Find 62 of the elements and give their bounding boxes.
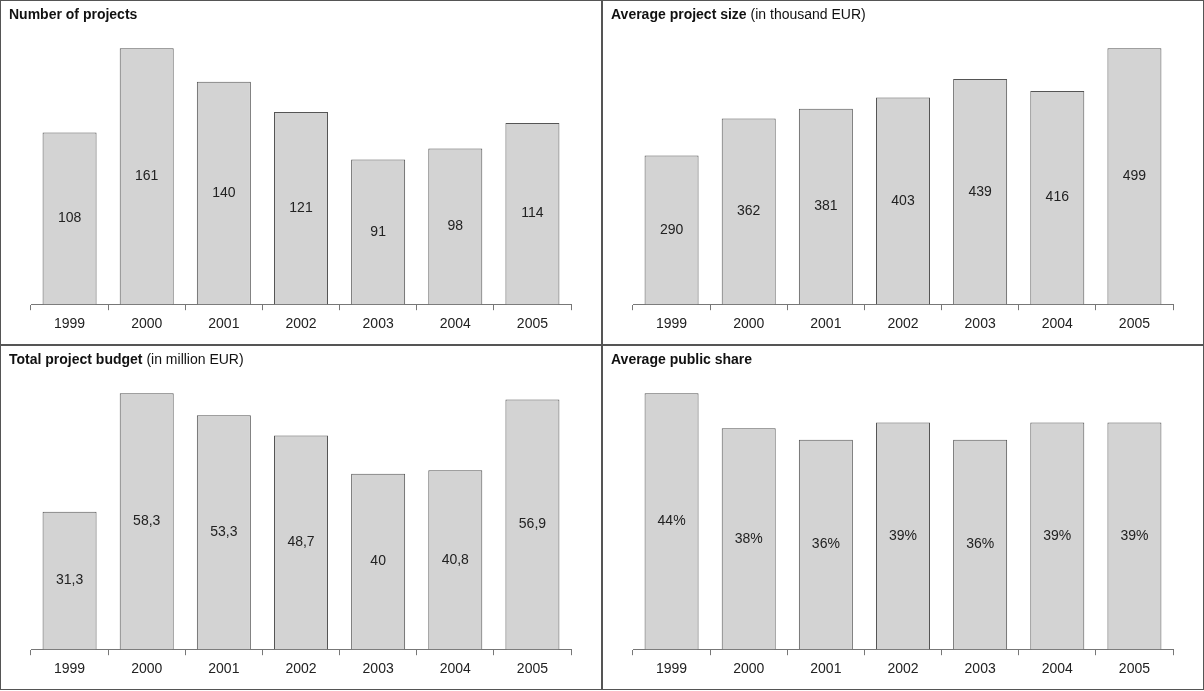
chart-title: Number of projects [9,6,138,22]
chart-title: Average project size [611,6,747,22]
x-tick-label: 2005 [1118,660,1151,677]
x-tick-label: 2004 [439,315,472,332]
x-tick-label: 2003 [964,315,996,332]
x-tick-label: 2001 [810,660,842,677]
x-tick-label: 1999 [655,315,688,332]
data-label: 39% [1043,526,1072,543]
x-tick-label: 2001 [810,315,842,332]
x-tick-label: 2003 [362,660,394,677]
x-tick-label: 2000 [131,660,163,677]
data-label: 290 [659,220,684,237]
x-tick-label: 2005 [1118,315,1151,332]
x-tick-label: 2001 [208,315,240,332]
x-tick-label: 2002 [887,660,919,677]
data-label: 114 [521,204,544,221]
chart-title: Total project budget [9,351,143,367]
data-label: 439 [968,182,993,199]
x-tick-label: 2000 [131,315,163,332]
data-label: 140 [212,183,236,200]
data-label: 39% [888,526,918,543]
x-tick-label: 2005 [516,660,549,677]
x-tick-label: 2003 [964,660,996,677]
chart-subtitle: (in million EUR) [145,351,244,367]
data-label: 40 [370,552,387,569]
data-label: 381 [814,197,838,214]
x-tick-label: 2001 [208,660,240,677]
x-tick-label: 1999 [655,660,688,677]
x-tick-label: 1999 [53,660,86,677]
data-label: 53,3 [210,523,238,540]
data-label: 362 [737,202,761,219]
data-label: 31,3 [55,571,84,588]
data-label: 91 [370,222,387,239]
data-label: 161 [135,167,159,184]
data-label: 48,7 [287,533,315,550]
data-label: 40,8 [441,550,470,567]
x-tick-label: 1999 [53,315,86,332]
data-label: 58,3 [133,512,161,529]
x-tick-label: 2003 [362,315,394,332]
x-tick-label: 2004 [439,660,472,677]
data-label: 38% [734,529,763,546]
x-tick-label: 2000 [733,660,765,677]
chart-title: Average public share [611,351,753,367]
x-tick-label: 2005 [516,315,549,332]
data-label: 98 [447,217,464,234]
x-tick-label: 2004 [1041,315,1074,332]
x-tick-label: 2000 [733,315,765,332]
data-label: 108 [57,209,82,226]
data-label: 499 [1122,167,1147,184]
data-label: 403 [891,191,915,208]
x-tick-label: 2002 [887,315,919,332]
data-label: 56,9 [518,515,547,532]
data-label: 36% [966,535,995,552]
x-tick-label: 2002 [285,315,317,332]
data-label: 44% [657,512,686,529]
data-label: 121 [289,198,313,215]
data-label: 36% [811,535,840,552]
data-label: 416 [1045,188,1070,205]
x-tick-label: 2004 [1041,660,1074,677]
data-label: 39% [1120,526,1149,543]
x-tick-label: 2002 [285,660,317,677]
chart-subtitle: (in thousand EUR) [749,6,866,22]
